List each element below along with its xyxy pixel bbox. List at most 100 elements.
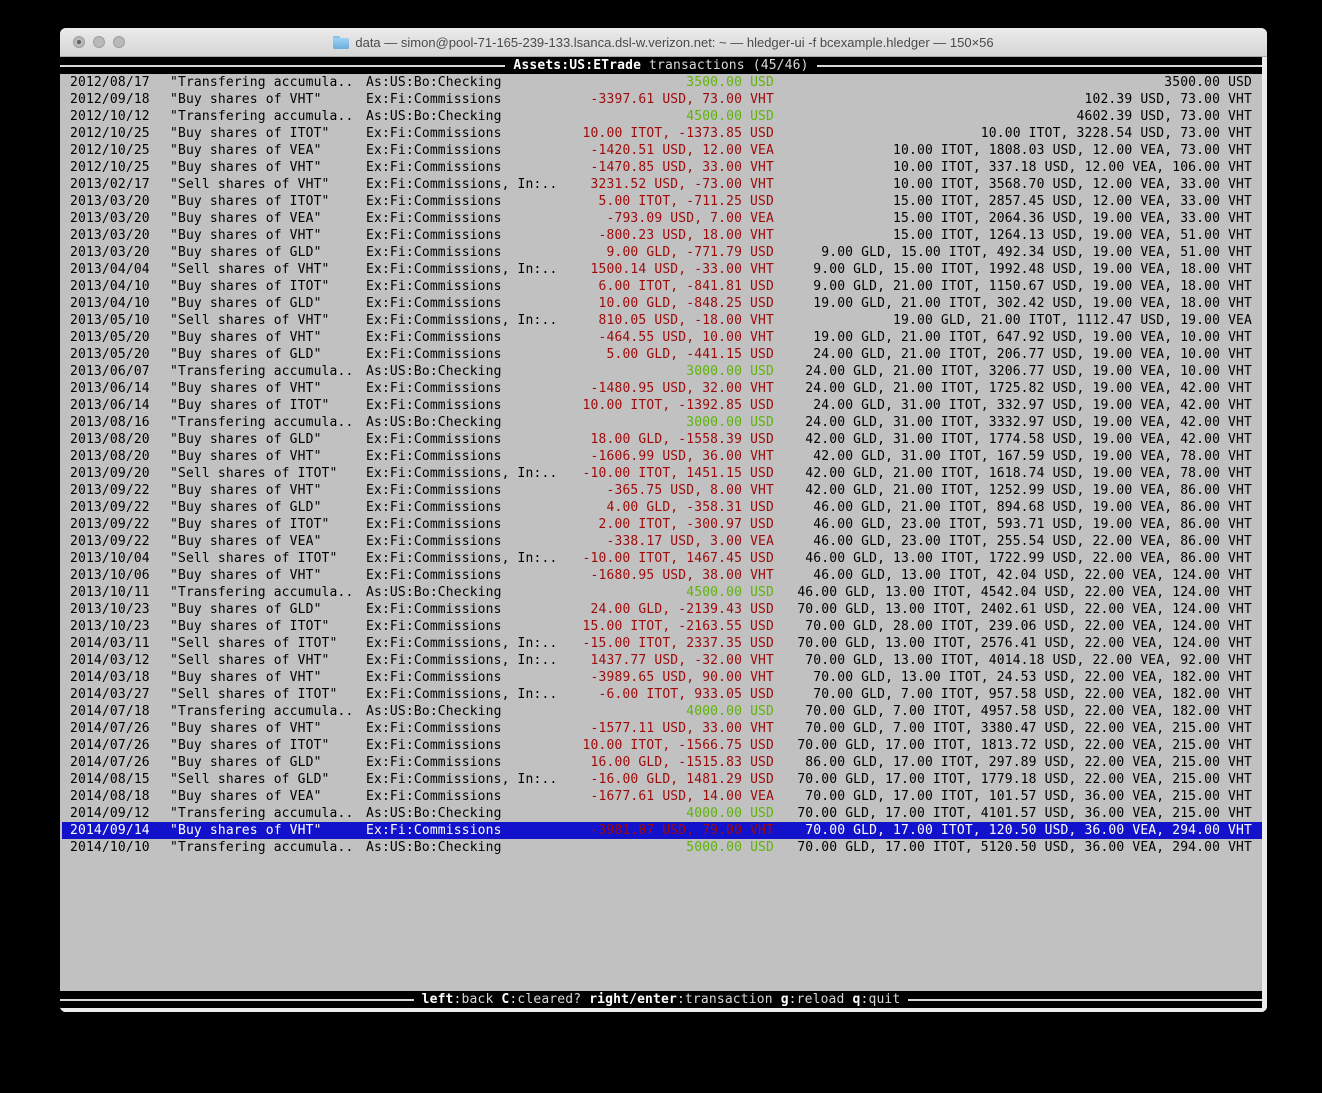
transaction-row[interactable]: 2012/10/12 "Transfering accumula.. As:US…: [62, 108, 1262, 125]
txn-date: 2014/07/26: [70, 755, 150, 770]
txn-amount: 2.00 ITOT, -300.97 USD: [598, 517, 774, 532]
transaction-row[interactable]: 2013/02/17 "Sell shares of VHT" Ex:Fi:Co…: [62, 176, 1262, 193]
transaction-row[interactable]: 2012/08/17 "Transfering accumula.. As:US…: [62, 74, 1262, 91]
transaction-row[interactable]: 2014/08/18 "Buy shares of VEA" Ex:Fi:Com…: [62, 788, 1262, 805]
window-titlebar[interactable]: data — simon@pool-71-165-239-133.lsanca.…: [60, 28, 1267, 57]
txn-description: "Buy shares of VEA": [170, 534, 322, 549]
txn-amount: -793.09 USD, 7.00 VEA: [606, 211, 774, 226]
transaction-row[interactable]: 2013/10/04 "Sell shares of ITOT" Ex:Fi:C…: [62, 550, 1262, 567]
transaction-row[interactable]: 2013/03/20 "Buy shares of VHT" Ex:Fi:Com…: [62, 227, 1262, 244]
transaction-row[interactable]: 2013/03/20 "Buy shares of VEA" Ex:Fi:Com…: [62, 210, 1262, 227]
txn-balance: 10.00 ITOT, 1808.03 USD, 12.00 VEA, 73.0…: [893, 143, 1252, 158]
transaction-row[interactable]: 2013/08/20 "Buy shares of VHT" Ex:Fi:Com…: [62, 448, 1262, 465]
transaction-row[interactable]: 2013/10/23 "Buy shares of GLD" Ex:Fi:Com…: [62, 601, 1262, 618]
txn-balance: 70.00 GLD, 17.00 ITOT, 1813.72 USD, 22.0…: [797, 738, 1252, 753]
txn-balance: 42.00 GLD, 21.00 ITOT, 1252.99 USD, 19.0…: [805, 483, 1252, 498]
transaction-row[interactable]: 2013/10/06 "Buy shares of VHT" Ex:Fi:Com…: [62, 567, 1262, 584]
transaction-row[interactable]: 2014/03/11 "Sell shares of ITOT" Ex:Fi:C…: [62, 635, 1262, 652]
txn-date: 2013/04/10: [70, 296, 150, 311]
close-button-icon[interactable]: [73, 36, 85, 48]
txn-balance: 86.00 GLD, 17.00 ITOT, 297.89 USD, 22.00…: [805, 755, 1252, 770]
txn-amount: 4.00 GLD, -358.31 USD: [606, 500, 774, 515]
transaction-row[interactable]: 2013/10/11 "Transfering accumula.. As:US…: [62, 584, 1262, 601]
txn-account: As:US:Bo:Checking: [366, 364, 502, 379]
transaction-row[interactable]: 2013/08/20 "Buy shares of GLD" Ex:Fi:Com…: [62, 431, 1262, 448]
transaction-row[interactable]: 2014/09/12 "Transfering accumula.. As:US…: [62, 805, 1262, 822]
transaction-row[interactable]: 2014/03/12 "Sell shares of VHT" Ex:Fi:Co…: [62, 652, 1262, 669]
txn-description: "Sell shares of ITOT": [170, 687, 338, 702]
txn-date: 2013/02/17: [70, 177, 150, 192]
transaction-row[interactable]: 2013/10/23 "Buy shares of ITOT" Ex:Fi:Co…: [62, 618, 1262, 635]
transaction-row[interactable]: 2014/10/10 "Transfering accumula.. As:US…: [62, 839, 1262, 856]
txn-account: Ex:Fi:Commissions: [366, 279, 502, 294]
txn-date: 2013/05/20: [70, 347, 150, 362]
transaction-row[interactable]: 2013/06/14 "Buy shares of ITOT" Ex:Fi:Co…: [62, 397, 1262, 414]
txn-description: "Transfering accumula..: [170, 585, 354, 600]
txn-account: Ex:Fi:Commissions: [366, 160, 502, 175]
txn-description: "Buy shares of GLD": [170, 755, 322, 770]
scrollbar[interactable]: [1262, 57, 1267, 1012]
transaction-row[interactable]: 2013/08/16 "Transfering accumula.. As:US…: [62, 414, 1262, 431]
txn-account: Ex:Fi:Commissions: [366, 619, 502, 634]
txn-balance: 24.00 GLD, 31.00 ITOT, 3332.97 USD, 19.0…: [805, 415, 1252, 430]
transaction-row[interactable]: 2013/09/22 "Buy shares of GLD" Ex:Fi:Com…: [62, 499, 1262, 516]
header-screen-info: transactions (45/46): [641, 58, 809, 73]
txn-account: Ex:Fi:Commissions, In:..: [366, 262, 558, 277]
txn-balance: 70.00 GLD, 13.00 ITOT, 4014.18 USD, 22.0…: [805, 653, 1252, 668]
transaction-row[interactable]: 2013/09/22 "Buy shares of ITOT" Ex:Fi:Co…: [62, 516, 1262, 533]
transaction-row[interactable]: 2013/09/20 "Sell shares of ITOT" Ex:Fi:C…: [62, 465, 1262, 482]
transaction-row[interactable]: 2014/07/26 "Buy shares of GLD" Ex:Fi:Com…: [62, 754, 1262, 771]
txn-amount: 3231.52 USD, -73.00 VHT: [590, 177, 774, 192]
transaction-row[interactable]: 2014/03/18 "Buy shares of VHT" Ex:Fi:Com…: [62, 669, 1262, 686]
txn-balance: 24.00 GLD, 21.00 ITOT, 3206.77 USD, 19.0…: [805, 364, 1252, 379]
transaction-row[interactable]: 2012/10/25 "Buy shares of ITOT" Ex:Fi:Co…: [62, 125, 1262, 142]
key-hints: left:back C:cleared? right/enter:transacti…: [414, 991, 909, 1008]
txn-description: "Buy shares of GLD": [170, 347, 322, 362]
transaction-row[interactable]: 2012/10/25 "Buy shares of VHT" Ex:Fi:Com…: [62, 159, 1262, 176]
txn-balance: 70.00 GLD, 17.00 ITOT, 1779.18 USD, 22.0…: [797, 772, 1252, 787]
txn-date: 2012/09/18: [70, 92, 150, 107]
transaction-row[interactable]: 2012/09/18 "Buy shares of VHT" Ex:Fi:Com…: [62, 91, 1262, 108]
transaction-row[interactable]: 2014/07/18 "Transfering accumula.. As:US…: [62, 703, 1262, 720]
minimize-button-icon[interactable]: [93, 36, 105, 48]
transaction-row[interactable]: 2013/06/14 "Buy shares of VHT" Ex:Fi:Com…: [62, 380, 1262, 397]
txn-date: 2013/08/20: [70, 449, 150, 464]
txn-amount: -16.00 GLD, 1481.29 USD: [590, 772, 774, 787]
transaction-row[interactable]: 2014/03/27 "Sell shares of ITOT" Ex:Fi:C…: [62, 686, 1262, 703]
txn-amount: 18.00 GLD, -1558.39 USD: [590, 432, 774, 447]
txn-description: "Sell shares of VHT": [170, 313, 330, 328]
transaction-row[interactable]: 2013/03/20 "Buy shares of GLD" Ex:Fi:Com…: [62, 244, 1262, 261]
transaction-row[interactable]: 2013/05/20 "Buy shares of GLD" Ex:Fi:Com…: [62, 346, 1262, 363]
transaction-row[interactable]: 2014/08/15 "Sell shares of GLD" Ex:Fi:Co…: [62, 771, 1262, 788]
transaction-row[interactable]: 2013/03/20 "Buy shares of ITOT" Ex:Fi:Co…: [62, 193, 1262, 210]
transaction-row[interactable]: 2014/09/14 "Buy shares of VHT" Ex:Fi:Com…: [62, 822, 1262, 839]
transaction-row[interactable]: 2013/05/10 "Sell shares of VHT" Ex:Fi:Co…: [62, 312, 1262, 329]
transaction-row[interactable]: 2013/04/10 "Buy shares of ITOT" Ex:Fi:Co…: [62, 278, 1262, 295]
txn-date: 2013/09/20: [70, 466, 150, 481]
txn-account: Ex:Fi:Commissions: [366, 670, 502, 685]
transaction-row[interactable]: 2014/07/26 "Buy shares of VHT" Ex:Fi:Com…: [62, 720, 1262, 737]
txn-description: "Buy shares of ITOT": [170, 738, 330, 753]
txn-description: "Buy shares of ITOT": [170, 398, 330, 413]
transaction-row[interactable]: 2013/09/22 "Buy shares of VEA" Ex:Fi:Com…: [62, 533, 1262, 550]
transaction-row[interactable]: 2012/10/25 "Buy shares of VEA" Ex:Fi:Com…: [62, 142, 1262, 159]
txn-balance: 19.00 GLD, 21.00 ITOT, 302.42 USD, 19.00…: [813, 296, 1252, 311]
transaction-row[interactable]: 2013/05/20 "Buy shares of VHT" Ex:Fi:Com…: [62, 329, 1262, 346]
txn-amount: 10.00 ITOT, -1373.85 USD: [582, 126, 774, 141]
txn-account: Ex:Fi:Commissions, In:..: [366, 177, 558, 192]
txn-amount: -1470.85 USD, 33.00 VHT: [590, 160, 774, 175]
transaction-row[interactable]: 2013/04/10 "Buy shares of GLD" Ex:Fi:Com…: [62, 295, 1262, 312]
transaction-row[interactable]: 2014/07/26 "Buy shares of ITOT" Ex:Fi:Co…: [62, 737, 1262, 754]
txn-account: Ex:Fi:Commissions: [366, 228, 502, 243]
txn-amount: 4000.00 USD: [686, 806, 774, 821]
transaction-row[interactable]: 2013/04/04 "Sell shares of VHT" Ex:Fi:Co…: [62, 261, 1262, 278]
txn-amount: 1500.14 USD, -33.00 VHT: [590, 262, 774, 277]
txn-amount: 4000.00 USD: [686, 704, 774, 719]
txn-description: "Sell shares of ITOT": [170, 636, 338, 651]
txn-description: "Buy shares of VEA": [170, 789, 322, 804]
transaction-row[interactable]: 2013/06/07 "Transfering accumula.. As:US…: [62, 363, 1262, 380]
zoom-button-icon[interactable]: [113, 36, 125, 48]
txn-account: Ex:Fi:Commissions: [366, 296, 502, 311]
transaction-row[interactable]: 2013/09/22 "Buy shares of VHT" Ex:Fi:Com…: [62, 482, 1262, 499]
txn-balance: 70.00 GLD, 17.00 ITOT, 4101.57 USD, 36.0…: [797, 806, 1252, 821]
